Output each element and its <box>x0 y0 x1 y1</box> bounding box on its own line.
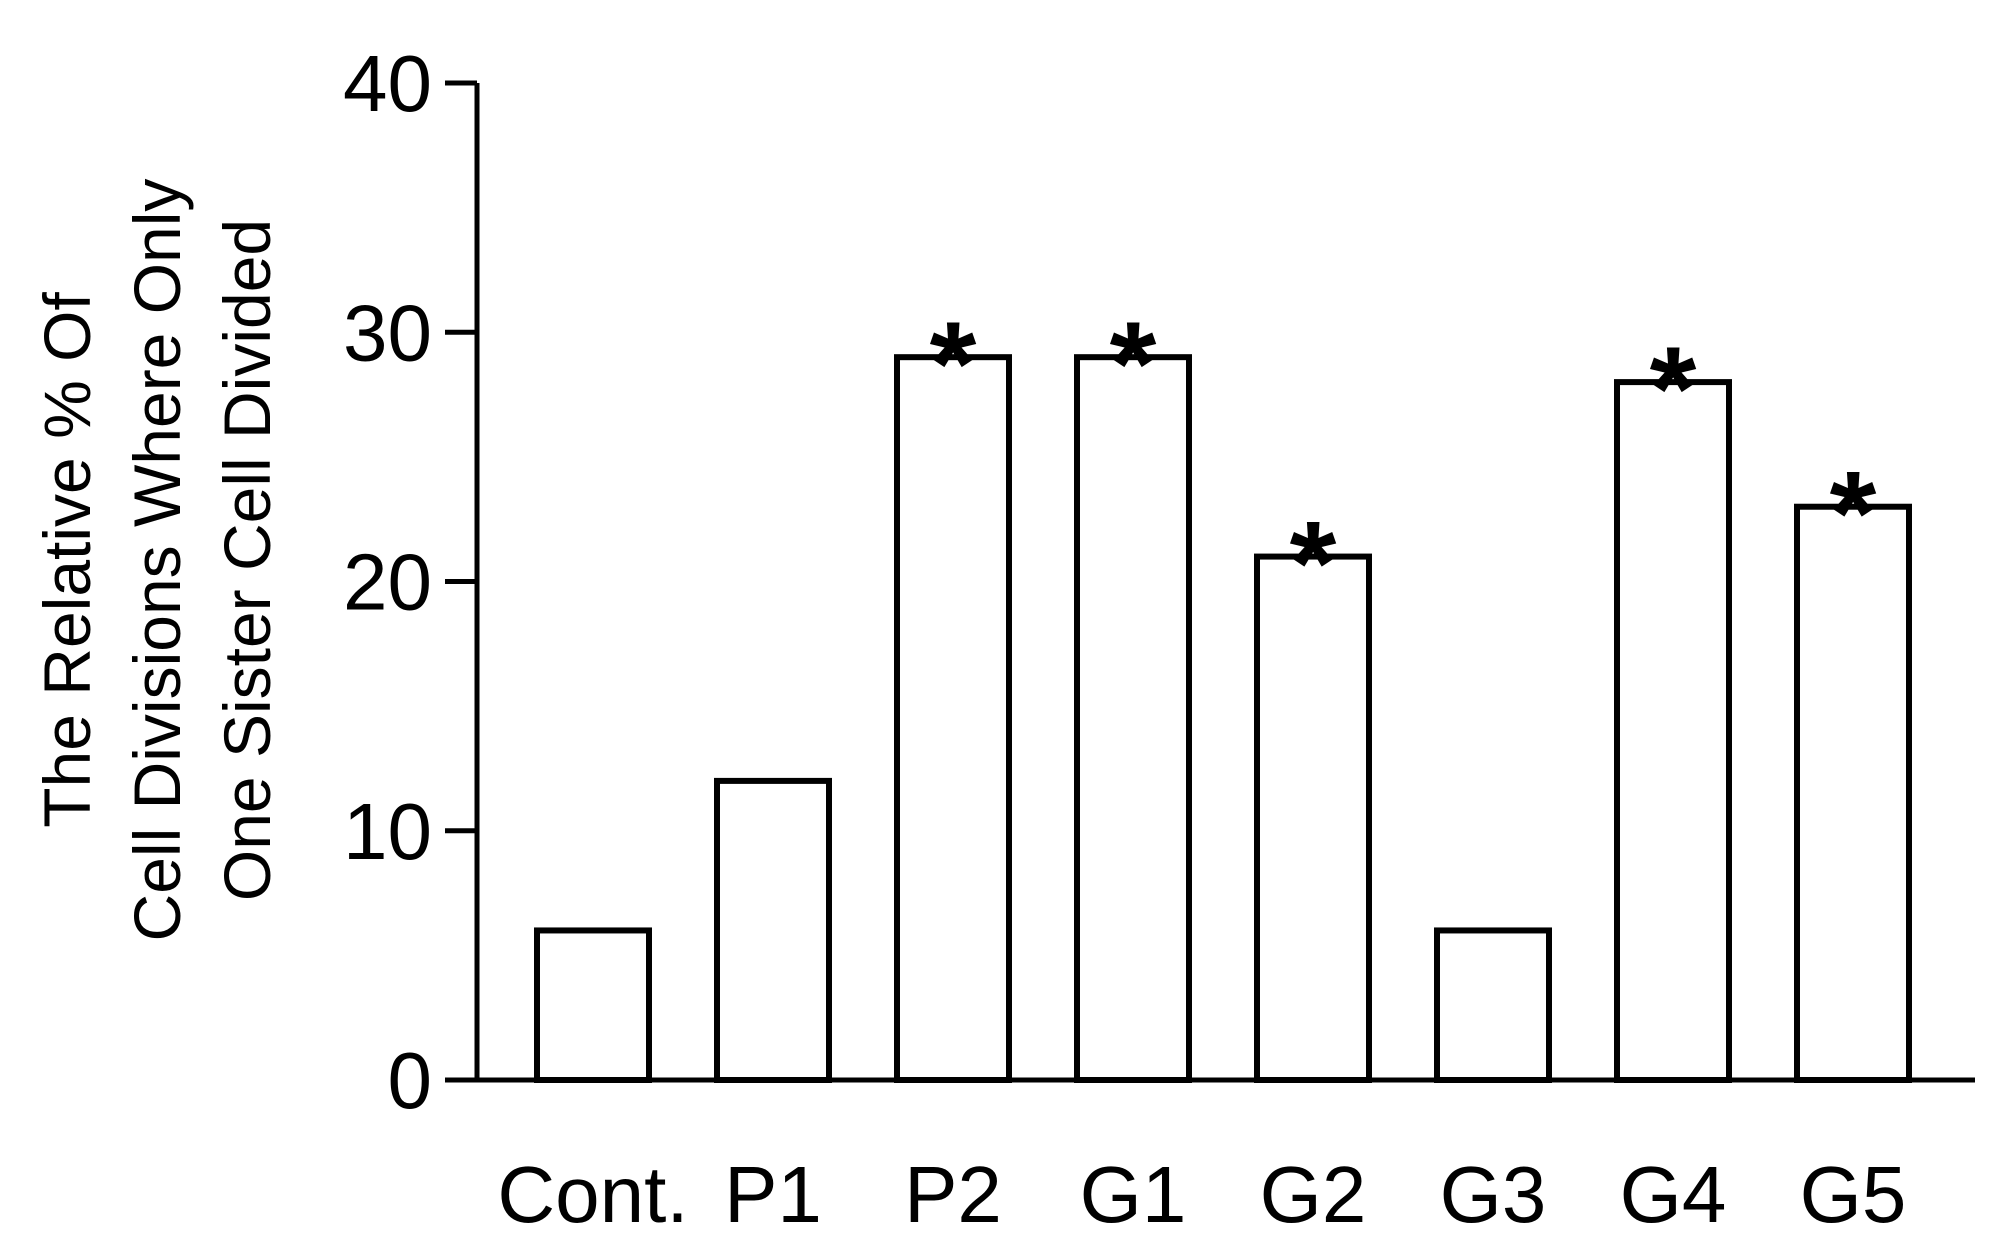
x-tick-label-g1: G1 <box>1080 1150 1187 1239</box>
bar-g5 <box>1794 503 1912 1084</box>
bar-g2 <box>1254 553 1372 1083</box>
bars-group <box>534 354 1912 1084</box>
significance-star-g5: * <box>1830 447 1877 581</box>
x-tick-label-cont: Cont. <box>497 1150 688 1239</box>
y-ticks: 0 10 20 30 40 <box>343 39 477 1125</box>
significance-star-g4: * <box>1650 322 1697 456</box>
x-tick-label-p1: P1 <box>724 1150 822 1239</box>
y-tick-label-30: 30 <box>343 288 432 377</box>
y-tick-label-0: 0 <box>388 1036 433 1125</box>
y-tick-label-20: 20 <box>343 538 432 627</box>
y-tick-label-10: 10 <box>343 787 432 876</box>
x-tick-labels: Cont. P1 P2 G1 G2 G3 G4 G5 <box>497 1150 1906 1239</box>
y-axis-label: The Relative % Of Cell Divisions Where On… <box>30 179 284 942</box>
axes <box>445 83 1975 1083</box>
significance-star-g1: * <box>1110 297 1157 431</box>
x-tick-label-g4: G4 <box>1620 1150 1727 1239</box>
bar-p1 <box>714 777 832 1084</box>
significance-star-p2: * <box>930 297 977 431</box>
y-axis-label-line-1: The Relative % Of <box>30 292 104 828</box>
x-tick-label-p2: P2 <box>904 1150 1002 1239</box>
significance-star-g2: * <box>1290 497 1337 631</box>
y-axis-label-line-3: One Sister Cell Divided <box>210 219 284 901</box>
x-tick-label-g3: G3 <box>1440 1150 1547 1239</box>
bar-cont <box>534 927 652 1084</box>
bar-g1 <box>1074 354 1192 1083</box>
bar-g4 <box>1614 379 1732 1084</box>
significance-markers: * * * * * <box>930 297 1877 630</box>
y-axis-label-line-2: Cell Divisions Where Only <box>120 179 194 942</box>
bar-g3 <box>1434 927 1552 1084</box>
y-tick-label-40: 40 <box>343 39 432 128</box>
x-tick-label-g5: G5 <box>1800 1150 1907 1239</box>
bar-p2 <box>894 354 1012 1083</box>
x-tick-label-g2: G2 <box>1260 1150 1367 1239</box>
